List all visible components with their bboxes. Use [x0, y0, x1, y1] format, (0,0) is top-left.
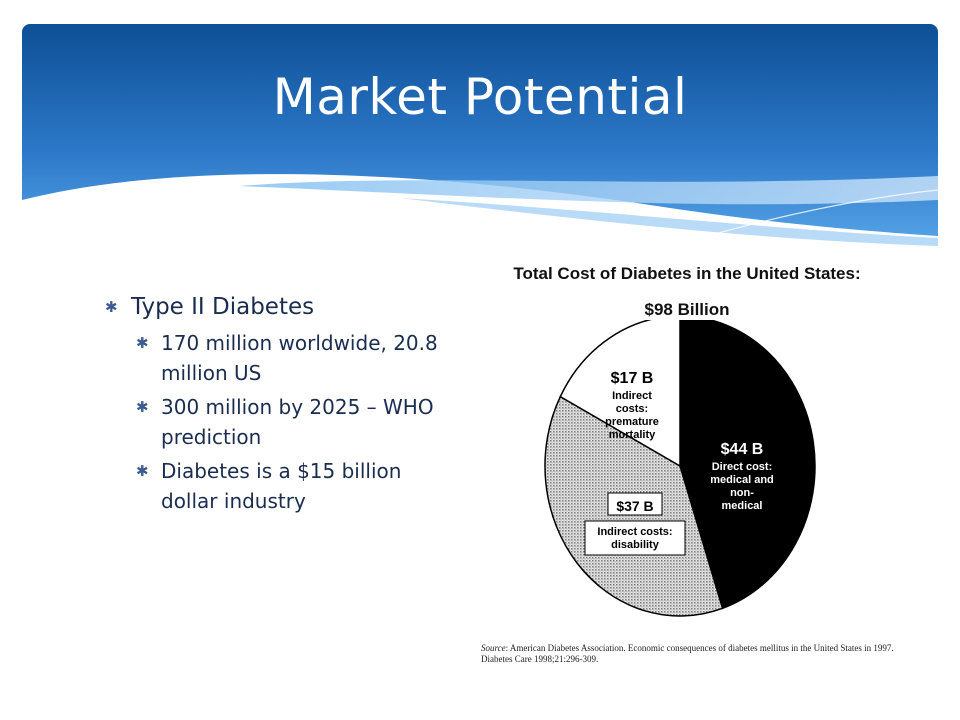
- pie-slice-description: premature: [605, 416, 659, 428]
- pie-slice-description: medical: [722, 500, 763, 512]
- bullet-text: 300 million by 2025 – WHO prediction: [161, 395, 434, 449]
- bullet-level2: ✱ Diabetes is a $15 billion dollar indus…: [103, 456, 463, 516]
- pie-slice-description: non-: [730, 487, 754, 499]
- pie-slice: [679, 320, 816, 610]
- pie-slice-description: Indirect costs:: [597, 526, 672, 538]
- bullet-text: Type II Diabetes: [131, 294, 315, 320]
- bullet-level2: ✱ 170 million worldwide, 20.8 million US: [103, 328, 463, 388]
- pie-slice-description: costs:: [616, 403, 648, 415]
- asterisk-bullet-icon: ✱: [136, 398, 149, 416]
- pie-value-label: $17 B: [611, 370, 654, 387]
- chart-source: Source: American Diabetes Association. E…: [481, 643, 901, 665]
- pie-value-label: $44 B: [721, 441, 764, 458]
- bullet-level2: ✱ 300 million by 2025 – WHO prediction: [103, 392, 463, 452]
- pie-slice-description: disability: [611, 539, 660, 551]
- header-background: [0, 24, 960, 280]
- bullet-level1: ✱ Type II Diabetes: [103, 290, 463, 324]
- source-label: Source: [481, 643, 506, 653]
- pie-slice-description: mortality: [609, 429, 656, 441]
- pie-slice: [559, 320, 681, 468]
- source-text: : American Diabetes Association. Economi…: [481, 643, 894, 664]
- chart-subtitle: $98 Billion: [644, 300, 730, 319]
- bullet-text: 170 million worldwide, 20.8 million US: [161, 331, 438, 385]
- chart-title: Total Cost of Diabetes in the United Sta…: [513, 264, 861, 283]
- pie-label-box: [584, 520, 686, 556]
- pie-value-label: $37 B: [616, 498, 653, 514]
- bullet-text: Diabetes is a $15 billion dollar industr…: [161, 459, 402, 513]
- pie-slice-description: medical and: [710, 474, 774, 486]
- asterisk-bullet-icon: ✱: [136, 462, 149, 480]
- pie-label-box: [607, 492, 663, 516]
- asterisk-bullet-icon: ✱: [136, 334, 149, 352]
- slide-title: Market Potential: [272, 68, 688, 126]
- bullet-list: ✱ Type II Diabetes ✱ 170 million worldwi…: [103, 286, 463, 516]
- pie-slice-description: Indirect: [612, 390, 652, 402]
- asterisk-bullet-icon: ✱: [105, 298, 118, 316]
- pie-slice-description: Direct cost:: [712, 461, 773, 473]
